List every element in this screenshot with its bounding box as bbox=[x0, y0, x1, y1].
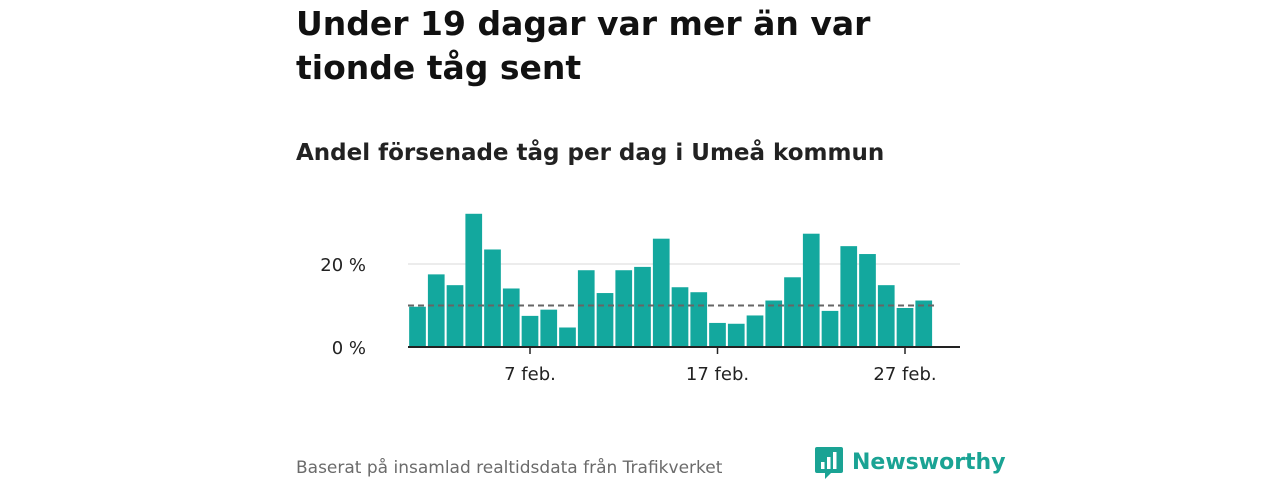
bar bbox=[502, 288, 520, 347]
bar bbox=[784, 277, 801, 347]
bar bbox=[690, 292, 708, 347]
bar bbox=[484, 249, 501, 347]
y-tick-label: 0 % bbox=[332, 338, 366, 359]
bar bbox=[465, 213, 483, 347]
chart-subtitle: Andel försenade tåg per dag i Umeå kommu… bbox=[296, 140, 885, 166]
bar bbox=[427, 274, 445, 347]
bar bbox=[671, 287, 689, 347]
bar bbox=[409, 306, 426, 347]
bar bbox=[596, 293, 614, 347]
bar bbox=[727, 323, 745, 347]
bar bbox=[840, 246, 858, 347]
chart-title: Under 19 dagar var mer än var tionde tåg… bbox=[296, 4, 871, 87]
bar bbox=[559, 327, 576, 347]
bar bbox=[877, 285, 895, 347]
bar bbox=[746, 315, 764, 347]
bar bbox=[821, 310, 839, 347]
x-tick-label: 7 feb. bbox=[504, 364, 556, 385]
bar bbox=[652, 238, 670, 347]
bars bbox=[409, 213, 933, 347]
bar bbox=[540, 309, 558, 347]
x-tick-label: 17 feb. bbox=[686, 364, 749, 385]
bar bbox=[577, 270, 595, 347]
newsworthy-logo-icon bbox=[815, 447, 843, 479]
bar bbox=[634, 266, 651, 347]
bar bbox=[709, 322, 726, 347]
bar bbox=[802, 233, 820, 347]
bar bbox=[896, 307, 914, 347]
bar bbox=[521, 315, 539, 347]
axes: 0 % 20 % 7 feb. 17 feb. 27 feb. bbox=[320, 255, 960, 385]
y-tick-label: 20 % bbox=[320, 255, 366, 276]
bar bbox=[859, 254, 876, 347]
source-note: Baserat på insamlad realtidsdata från Tr… bbox=[296, 458, 723, 478]
x-tick-label: 27 feb. bbox=[873, 364, 936, 385]
newsworthy-logo: Newsworthy bbox=[814, 446, 1006, 480]
bar bbox=[615, 270, 633, 347]
bar bbox=[765, 300, 783, 347]
bar-chart: 0 % 20 % 7 feb. 17 feb. 27 feb. bbox=[320, 213, 960, 385]
newsworthy-logo-text: Newsworthy bbox=[852, 450, 1006, 475]
bar bbox=[446, 285, 464, 347]
bar bbox=[915, 300, 933, 347]
